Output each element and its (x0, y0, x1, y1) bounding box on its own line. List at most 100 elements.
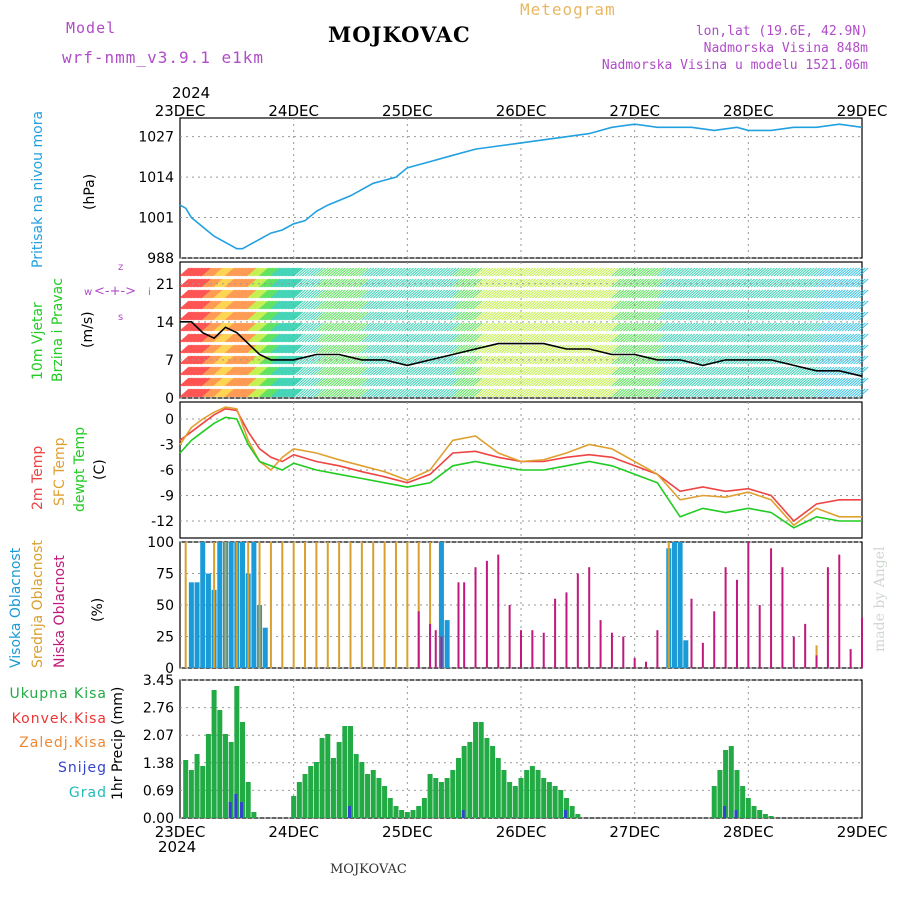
wind-barb (534, 289, 545, 299)
wind-barb (415, 366, 426, 376)
wind-barb (762, 344, 772, 354)
wind-barb (273, 344, 284, 354)
wind-barb (338, 377, 349, 387)
wind-barb (480, 333, 491, 343)
pressure-line (179, 123, 863, 250)
wind-barb (344, 366, 355, 376)
wind-barb (480, 300, 491, 310)
wind-barb (289, 311, 299, 321)
wind-barb (532, 322, 542, 332)
wind-barb (497, 289, 508, 299)
wind-barb (244, 289, 255, 299)
wind-barb (277, 377, 288, 387)
wind-barb (415, 311, 426, 321)
wind-barb (486, 278, 497, 288)
wind-barb (807, 267, 818, 277)
wind-barb (287, 366, 298, 376)
wind-barb (198, 300, 208, 310)
wind-barb (594, 377, 605, 387)
wind-barb (674, 333, 684, 343)
wind-barb (819, 289, 829, 299)
wind-barb (722, 344, 733, 354)
wind-barb (200, 300, 211, 310)
wind-barb (352, 355, 363, 365)
wind-barb (855, 355, 866, 365)
wind-barb (654, 366, 664, 376)
wind-barb (341, 344, 352, 354)
precip-legend-conv: Konvek.Kisa (11, 711, 107, 727)
wind-barb (517, 344, 528, 354)
wind-barb (372, 388, 383, 398)
wind-barb (782, 300, 792, 310)
wind-barb (215, 311, 225, 321)
precip-bar-0 (313, 762, 319, 818)
cloud-bar-0 (444, 620, 450, 668)
wind-barb (702, 388, 713, 398)
wind-barb (350, 278, 360, 288)
wind-barb (580, 333, 591, 343)
wind-barb (276, 300, 286, 310)
wind-barb (728, 289, 738, 299)
wind-barb (517, 311, 528, 321)
wind-barb (452, 300, 463, 310)
wind-barb (193, 344, 204, 354)
wind-barb (725, 267, 735, 277)
wind-barb (844, 289, 855, 299)
wind-barb (813, 377, 824, 387)
wind-barb (355, 344, 366, 354)
wind-barb (435, 289, 446, 299)
wind-barb (693, 278, 704, 288)
wind-barb (352, 300, 363, 310)
wind-barb (219, 344, 230, 354)
wind-barb (284, 333, 295, 343)
wind-barb (253, 322, 264, 332)
wind-barb (404, 300, 414, 310)
cloud-bar-0 (194, 582, 200, 668)
wind-barb (588, 388, 599, 398)
wind-barb (344, 267, 355, 277)
wind-barb (503, 366, 514, 376)
wind-barb (819, 322, 829, 332)
wind-barb (460, 355, 471, 365)
wind-barb (793, 311, 804, 321)
cloud-bar-2 (713, 611, 716, 668)
wind-barb (620, 267, 630, 277)
temp-ytick-2: -6 (160, 463, 174, 479)
wind-barb (219, 355, 230, 365)
wind-barb (858, 355, 869, 365)
cloud-bar-1 (269, 542, 272, 668)
wind-barb (274, 278, 285, 288)
wind-barb (352, 366, 363, 376)
wind-barb (685, 388, 696, 398)
wind-barb (688, 278, 699, 288)
pressure-ytick-1: 1001 (138, 211, 174, 227)
wind-barb (784, 322, 795, 332)
wind-barb (696, 267, 707, 277)
wind-barb (810, 278, 821, 288)
wind-barb (286, 289, 296, 299)
wind-barb (810, 344, 821, 354)
wind-barb (370, 267, 380, 277)
precip-bar-0 (524, 770, 530, 818)
wind-barb (534, 344, 545, 354)
wind-barb (227, 289, 238, 299)
wind-barb (782, 289, 792, 299)
precip-bar-0 (370, 770, 376, 818)
wind-barb (200, 377, 211, 387)
wind-barb (200, 311, 211, 321)
cloud-bar-0 (438, 542, 444, 668)
wind-barb (230, 377, 241, 387)
wind-barb (276, 267, 286, 277)
wind-barb (497, 377, 508, 387)
wind-barb (486, 366, 497, 376)
wind-barb (492, 289, 502, 299)
wind-barb (460, 278, 471, 288)
wind-barb (617, 355, 627, 365)
wind-barb (421, 300, 431, 310)
wind-barb (229, 311, 240, 321)
wind-barb (217, 289, 228, 299)
wind-barb (591, 322, 602, 332)
wind-barb (355, 388, 366, 398)
precip-bar-0 (728, 746, 734, 818)
wind-barb (830, 311, 841, 321)
